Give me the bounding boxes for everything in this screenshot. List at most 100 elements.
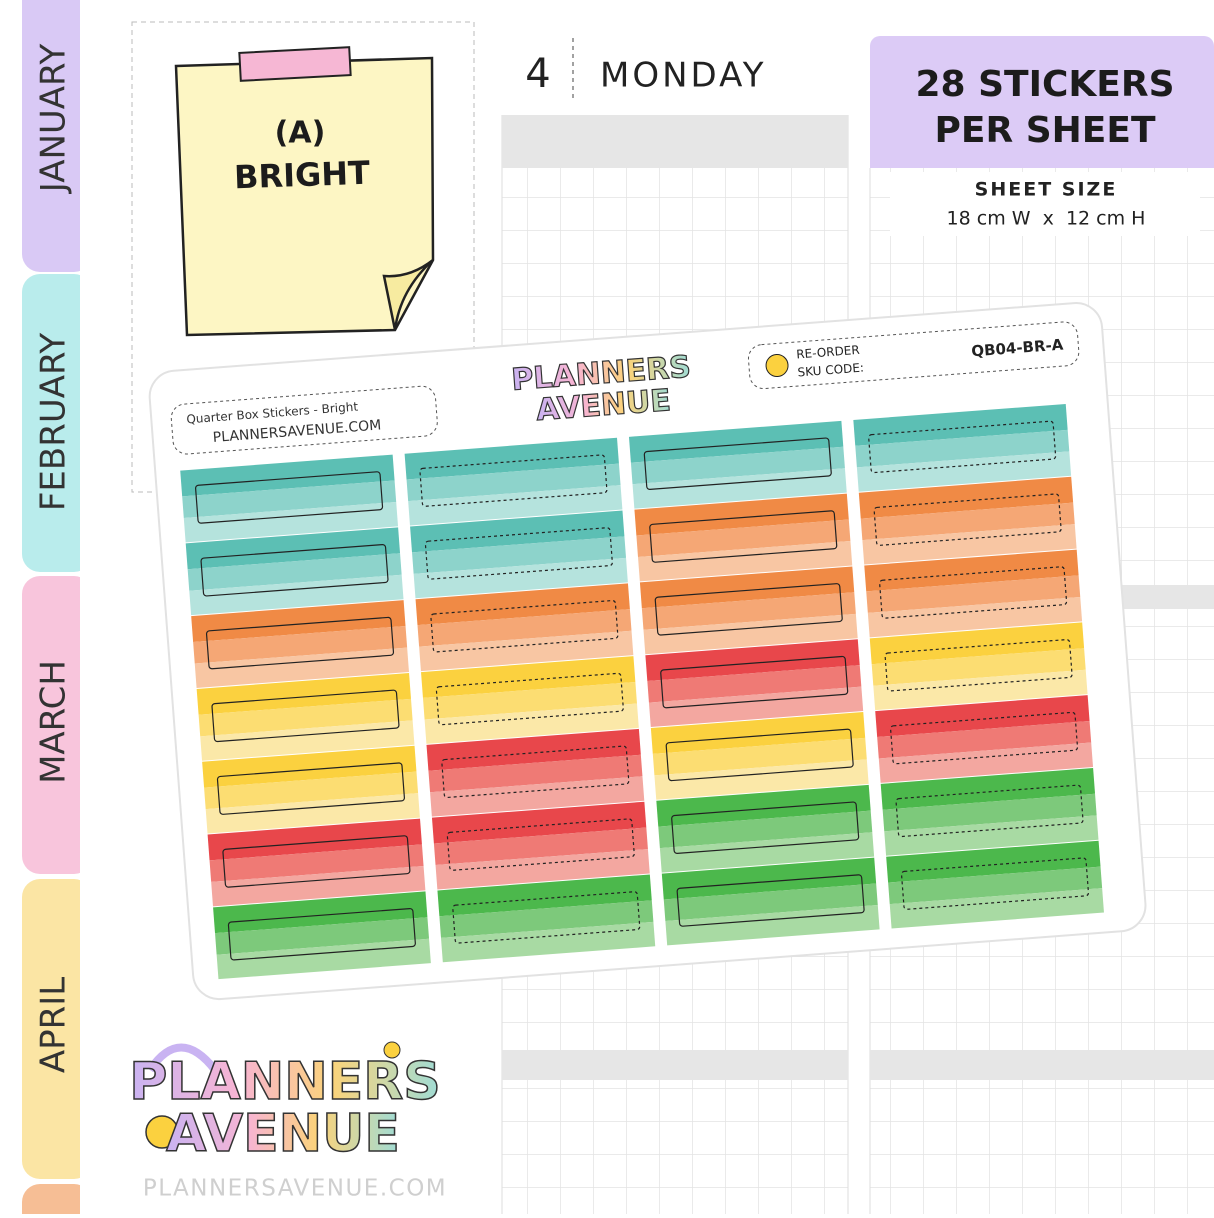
sticker-band — [180, 454, 395, 497]
logo-text: AVENUE — [166, 1104, 400, 1164]
sticker-box — [227, 907, 416, 961]
sticker-band — [663, 883, 878, 921]
sticker-box — [195, 471, 384, 524]
sticker-box — [446, 818, 635, 871]
sticker-band — [878, 742, 1094, 783]
sticker-box — [676, 874, 865, 927]
sticker-band — [430, 776, 645, 817]
tab-label: APRIL — [34, 977, 74, 1073]
sticker-box — [900, 857, 1090, 910]
sticker-band — [198, 698, 413, 737]
sticker-band — [207, 818, 422, 861]
tab-label: MARCH — [34, 660, 74, 784]
sticker-band — [884, 815, 1099, 856]
sticker-band — [415, 583, 630, 626]
sticker-band — [439, 900, 654, 938]
sticker-band — [869, 622, 1085, 665]
sticker-band — [441, 921, 656, 963]
tab — [22, 0, 92, 272]
sticker-box — [660, 655, 849, 709]
sticker-box — [216, 762, 405, 815]
header-bar — [502, 115, 848, 168]
sticker-band — [864, 549, 1079, 592]
sticker-box — [873, 493, 1062, 546]
day-number: 4 — [525, 51, 550, 97]
sticker-sheet: Quarter Box Stickers - Bright PLANNERSAV… — [148, 301, 1147, 1001]
sticker-band — [406, 463, 621, 502]
sticker-box — [205, 616, 395, 670]
sticker-band — [204, 771, 419, 810]
sticker-band — [867, 596, 1083, 638]
sticker-band — [182, 480, 397, 518]
sticker-box — [890, 711, 1079, 765]
sticker-band — [196, 672, 411, 715]
sticker-band — [656, 784, 871, 827]
sku-label: SKU CODE: — [797, 361, 864, 380]
sticker-band — [187, 553, 402, 591]
sticker-box — [868, 420, 1057, 474]
sticker-band — [422, 681, 637, 720]
sticker-band — [426, 728, 641, 771]
sticker-band — [641, 592, 856, 630]
sticker-band — [419, 630, 634, 672]
sticker-band — [877, 721, 1092, 759]
sticker-band — [661, 857, 877, 900]
sticker-band — [860, 502, 1075, 541]
sticker-band — [185, 527, 401, 570]
sticker-box — [643, 437, 832, 491]
sticker-band — [193, 626, 408, 664]
sticker-band — [658, 810, 873, 849]
sticker-band — [645, 639, 860, 682]
note-curl — [382, 259, 434, 331]
sticker-band — [431, 801, 647, 844]
sticker-band — [630, 446, 845, 485]
sticker-band — [213, 891, 428, 934]
sticker-box — [879, 566, 1068, 619]
header-bar — [502, 1050, 848, 1080]
sticker-band — [873, 669, 1088, 711]
sticker-band — [408, 485, 623, 526]
sticker-box — [649, 510, 838, 563]
sticker-band — [634, 493, 849, 536]
sticker-band — [404, 437, 619, 480]
sticky-note — [174, 56, 435, 337]
sticker-band — [875, 695, 1090, 737]
sticker-band — [215, 917, 430, 955]
sun — [145, 1115, 179, 1149]
rainbow — [146, 1043, 219, 1073]
sticker-band — [886, 840, 1101, 883]
sticker-band — [880, 767, 1096, 810]
sticker-box — [222, 835, 411, 888]
label-frame — [170, 385, 438, 455]
sticker-band — [855, 429, 1070, 468]
size-value: 18 cm W x 12 cm H — [947, 208, 1146, 230]
tab — [22, 1184, 92, 1218]
size-bg — [890, 172, 1200, 236]
header-bar — [870, 1050, 1214, 1080]
reorder-label: RE-ORDER — [796, 343, 860, 362]
badge — [870, 110, 1214, 168]
sticker-band — [428, 754, 643, 793]
footer-url: PLANNERSAVENUE.COM — [143, 1176, 447, 1202]
tab — [22, 576, 92, 874]
badge-text: 28 STICKERS — [915, 64, 1174, 105]
sticker-band — [191, 600, 406, 643]
sticker-band — [866, 575, 1081, 613]
sticker-box — [654, 583, 843, 636]
sticker-band — [858, 476, 1074, 519]
sticker-box — [211, 689, 400, 743]
sticker-band — [639, 566, 855, 609]
tab-label: JANUARY — [34, 44, 74, 195]
sticker-band — [636, 519, 851, 558]
sticker-band — [202, 745, 417, 788]
note-text: (A) — [275, 116, 326, 151]
sticker-band — [412, 536, 627, 574]
badge-text: PER SHEET — [934, 110, 1155, 151]
note-text: BRIGHT — [233, 154, 370, 197]
sticker-box — [452, 891, 641, 944]
sticker-band — [437, 874, 652, 917]
sticker-band — [650, 712, 866, 754]
sticker-band — [647, 665, 862, 703]
sticker-band — [413, 557, 628, 599]
